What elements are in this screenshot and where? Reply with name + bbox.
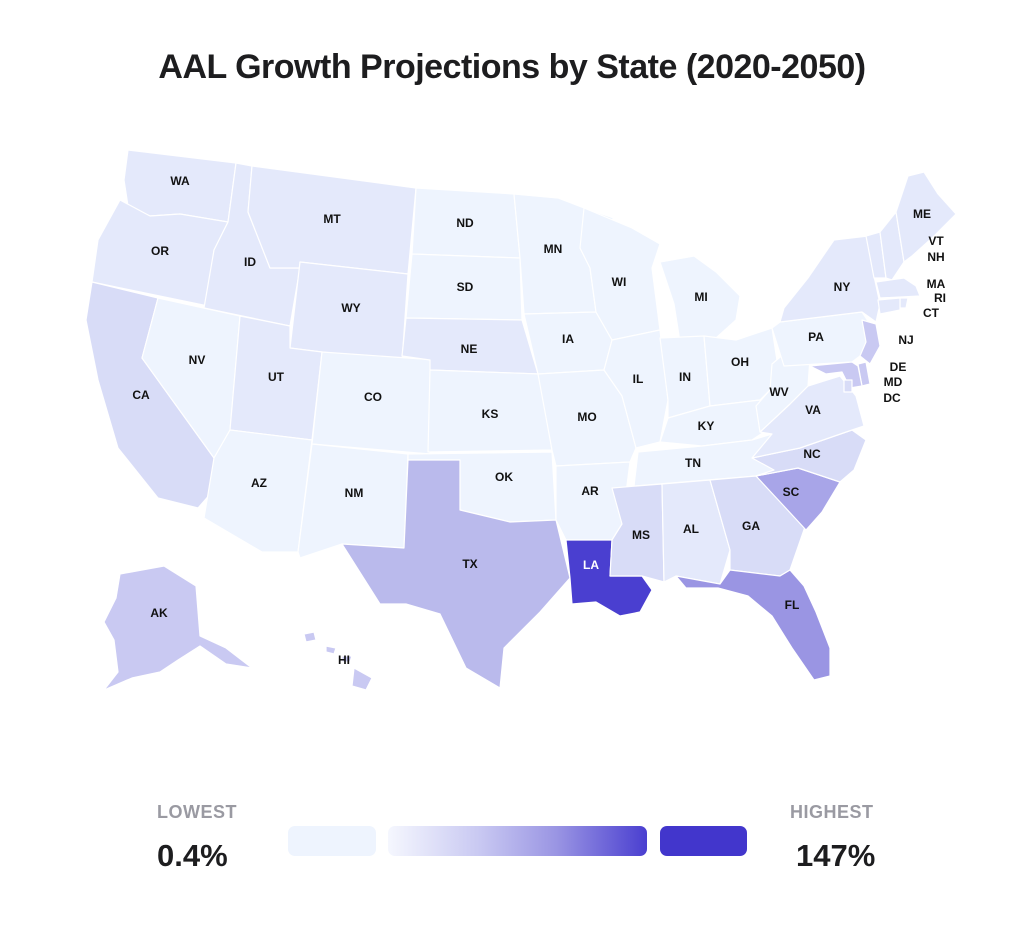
state-label-nd: ND bbox=[456, 216, 474, 230]
state-label-ca: CA bbox=[132, 388, 150, 402]
state-label-va: VA bbox=[805, 403, 821, 417]
state-label-il: IL bbox=[633, 372, 644, 386]
state-nm bbox=[297, 443, 409, 559]
state-label-vt: VT bbox=[928, 234, 944, 248]
state-label-ma: MA bbox=[927, 277, 946, 291]
state-label-wy: WY bbox=[341, 301, 360, 315]
state-label-wi: WI bbox=[612, 275, 627, 289]
state-label-wv: WV bbox=[769, 385, 788, 399]
state-label-or: OR bbox=[151, 244, 169, 258]
state-label-sd: SD bbox=[457, 280, 474, 294]
state-label-ky: KY bbox=[698, 419, 715, 433]
state-label-az: AZ bbox=[251, 476, 267, 490]
state-ri bbox=[899, 297, 909, 309]
state-label-me: ME bbox=[913, 207, 931, 221]
state-mi bbox=[659, 255, 741, 343]
state-label-sc: SC bbox=[783, 485, 800, 499]
chart-title: AAL Growth Projections by State (2020-20… bbox=[158, 48, 866, 86]
state-label-dc: DC bbox=[883, 391, 901, 405]
state-label-ct: CT bbox=[923, 306, 940, 320]
state-me bbox=[895, 171, 957, 263]
state-label-ri: RI bbox=[934, 291, 946, 305]
state-label-ok: OK bbox=[495, 470, 513, 484]
legend-highest-value: 147% bbox=[796, 838, 876, 873]
state-az bbox=[203, 429, 313, 553]
legend-swatch-highest bbox=[660, 826, 747, 856]
state-label-mo: MO bbox=[577, 410, 596, 424]
state-label-co: CO bbox=[364, 390, 382, 404]
state-label-ga: GA bbox=[742, 519, 760, 533]
state-label-fl: FL bbox=[785, 598, 800, 612]
legend-highest-label: HIGHEST bbox=[790, 802, 874, 822]
state-label-ms: MS bbox=[632, 528, 650, 542]
legend-lowest-label: LOWEST bbox=[157, 802, 237, 822]
state-label-tn: TN bbox=[685, 456, 701, 470]
state-tx bbox=[341, 459, 571, 689]
state-hi bbox=[303, 631, 373, 691]
state-label-mi: MI bbox=[694, 290, 707, 304]
state-ak bbox=[103, 565, 253, 691]
state-label-in: IN bbox=[679, 370, 691, 384]
state-label-nm: NM bbox=[345, 486, 364, 500]
state-label-ar: AR bbox=[581, 484, 599, 498]
state-label-hi: HI bbox=[338, 653, 350, 667]
state-label-nh: NH bbox=[927, 250, 944, 264]
state-label-wa: WA bbox=[170, 174, 190, 188]
state-label-nv: NV bbox=[189, 353, 206, 367]
state-label-oh: OH bbox=[731, 355, 749, 369]
state-label-mn: MN bbox=[544, 242, 563, 256]
state-label-al: AL bbox=[683, 522, 699, 536]
state-fl bbox=[675, 569, 831, 681]
state-label-ks: KS bbox=[482, 407, 499, 421]
state-label-ak: AK bbox=[150, 606, 168, 620]
state-label-id: ID bbox=[244, 255, 256, 269]
state-ct bbox=[877, 297, 901, 315]
state-label-nc: NC bbox=[803, 447, 821, 461]
state-dc bbox=[843, 379, 853, 393]
state-label-md: MD bbox=[884, 375, 903, 389]
state-ma bbox=[875, 277, 921, 299]
state-nj bbox=[859, 319, 881, 365]
state-label-ne: NE bbox=[461, 342, 478, 356]
legend-swatch-lowest bbox=[288, 826, 376, 856]
state-label-ia: IA bbox=[562, 332, 574, 346]
legend-lowest-value: 0.4% bbox=[157, 838, 228, 873]
state-label-ut: UT bbox=[268, 370, 285, 384]
state-label-pa: PA bbox=[808, 330, 824, 344]
state-label-nj: NJ bbox=[898, 333, 913, 347]
state-label-tx: TX bbox=[462, 557, 477, 571]
state-label-la: LA bbox=[583, 558, 599, 572]
state-label-mt: MT bbox=[323, 212, 341, 226]
state-ny bbox=[779, 235, 881, 323]
state-nh bbox=[879, 211, 905, 281]
state-label-ny: NY bbox=[834, 280, 851, 294]
state-label-de: DE bbox=[890, 360, 907, 374]
legend-gradient-bar bbox=[388, 826, 647, 856]
